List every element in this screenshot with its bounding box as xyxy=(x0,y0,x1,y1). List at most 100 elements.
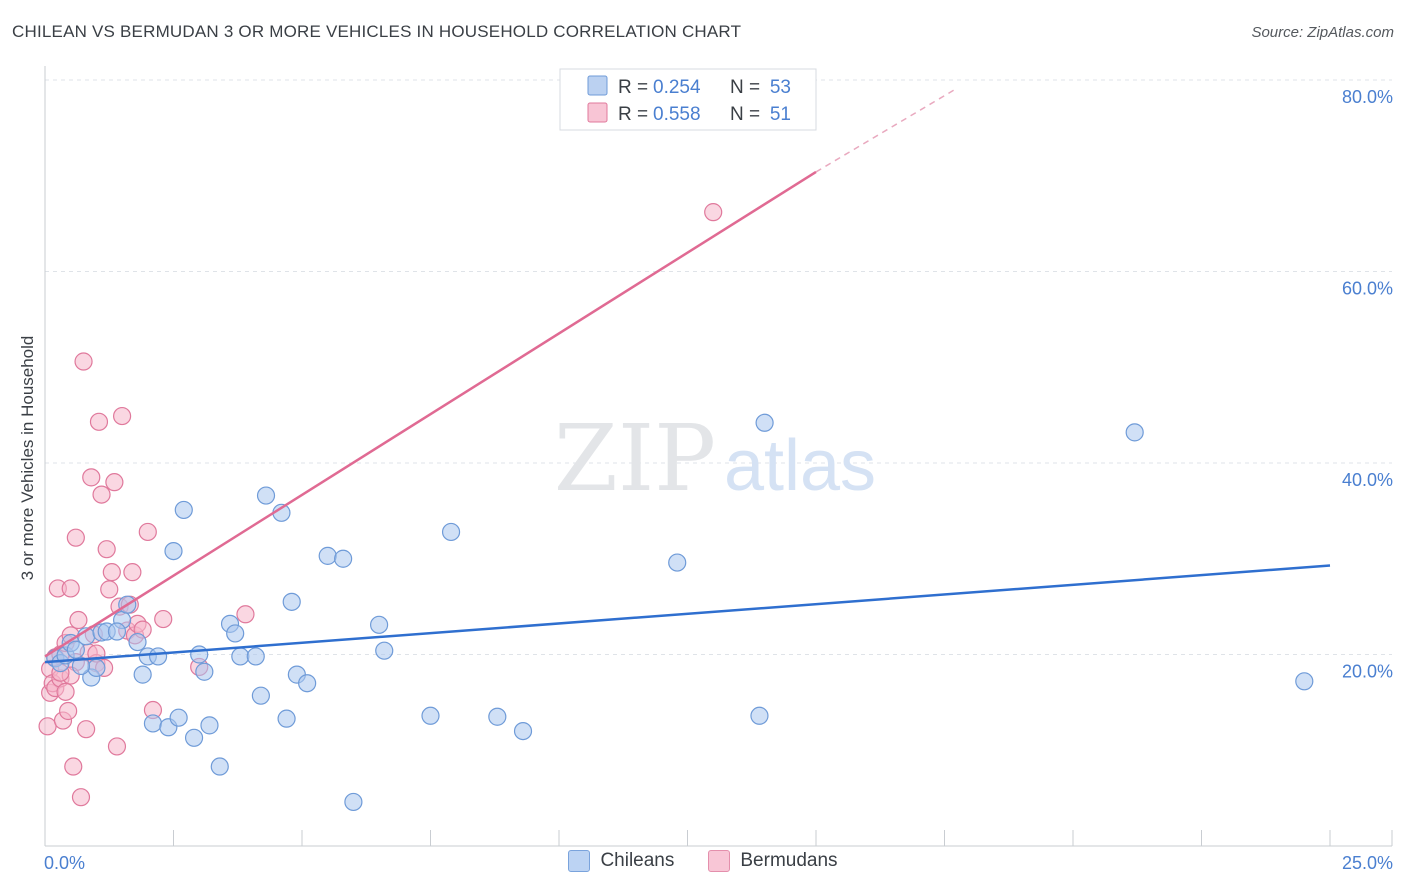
chileans-point-19 xyxy=(169,708,188,727)
chileans-points xyxy=(46,413,1314,812)
legend-item-bermudans: Bermudans xyxy=(708,850,838,872)
trend-lines xyxy=(44,88,1331,664)
chileans-point-38 xyxy=(334,549,353,568)
watermark-atlas: atlas xyxy=(724,426,876,506)
chileans-point-31 xyxy=(256,486,276,505)
bermudans-point-18 xyxy=(69,610,88,630)
chileans-point-34 xyxy=(282,592,301,611)
grid-lines xyxy=(45,79,1392,655)
y-tick-label-0: 20.0% xyxy=(1342,662,1393,682)
y-tick-label-1: 40.0% xyxy=(1342,470,1393,490)
bermudans-trend-extension xyxy=(815,88,956,173)
chileans-point-4 xyxy=(66,640,85,659)
bermudans-point-19 xyxy=(71,788,91,807)
bermudans-point-20 xyxy=(74,352,93,371)
bermudans-point-10 xyxy=(56,682,75,701)
chileans-point-42 xyxy=(421,706,440,725)
chileans-point-33 xyxy=(277,709,296,728)
chileans-point-27 xyxy=(226,624,245,643)
bermudans-point-44 xyxy=(154,609,173,629)
chileans-r-label: R = xyxy=(618,77,648,98)
x-tick-label-max: 25.0% xyxy=(1342,853,1393,873)
bermudans-n-label: N = xyxy=(730,104,760,125)
bermudans-legend-swatch xyxy=(587,102,608,123)
axes xyxy=(44,66,1393,847)
chileans-point-40 xyxy=(370,615,389,634)
chart-title: CHILEAN VS BERMUDAN 3 OR MORE VEHICLES I… xyxy=(12,22,742,41)
chileans-point-29 xyxy=(246,647,265,666)
bermudans-point-30 xyxy=(100,580,119,599)
chileans-trend-line xyxy=(44,564,1331,664)
chileans-point-16 xyxy=(148,647,168,666)
chileans-point-20 xyxy=(174,500,193,520)
chileans-point-50 xyxy=(1295,672,1314,691)
chileans-n-value: 53 xyxy=(770,77,791,98)
bermudans-point-32 xyxy=(105,473,124,492)
chileans-point-52 xyxy=(107,622,127,641)
chileans-point-47 xyxy=(750,706,769,725)
bermudans-point-12 xyxy=(59,701,78,721)
chileans-point-23 xyxy=(195,662,214,681)
bermudans-point-47 xyxy=(704,203,723,222)
stats-legend: R = 0.254 N = 53 R = 0.558 N = 51 xyxy=(559,68,817,131)
chileans-point-30 xyxy=(251,686,270,705)
bermudans-point-15 xyxy=(64,757,83,776)
chileans-point-7 xyxy=(87,658,106,678)
series-legend: Chileans Bermudans xyxy=(0,850,1406,872)
bermudans-r-label: R = xyxy=(618,104,648,125)
bermudans-trend-line xyxy=(44,170,817,658)
chileans-point-44 xyxy=(488,707,507,726)
chileans-point-49 xyxy=(1125,423,1144,442)
chileans-point-24 xyxy=(200,716,219,735)
chileans-point-36 xyxy=(298,674,317,693)
y-tick-label-3: 80.0% xyxy=(1342,87,1393,107)
chileans-point-28 xyxy=(231,647,250,666)
bermudans-point-38 xyxy=(123,563,142,582)
bermudans-point-42 xyxy=(138,522,157,542)
chileans-r-value: 0.254 xyxy=(653,77,701,98)
bermudans-r-value: 0.558 xyxy=(653,104,701,125)
bermudans-point-26 xyxy=(89,412,109,431)
bermudans-point-33 xyxy=(107,737,127,756)
chileans-point-21 xyxy=(184,728,204,747)
bermudans-point-0 xyxy=(38,717,57,736)
bermudans-point-21 xyxy=(77,720,96,739)
chileans-legend-swatch xyxy=(587,75,608,96)
source-label: Source: ZipAtlas.com xyxy=(1251,24,1394,41)
chileans-point-45 xyxy=(513,721,533,741)
chileans-point-48 xyxy=(755,413,774,432)
bermudans-point-29 xyxy=(97,540,116,559)
watermark: ZIP atlas xyxy=(554,405,876,512)
y-tick-label-2: 60.0% xyxy=(1342,279,1393,299)
bermudans-point-17 xyxy=(66,528,85,547)
chileans-point-41 xyxy=(375,641,394,660)
x-tick-label-min: 0.0% xyxy=(44,853,85,873)
chileans-point-46 xyxy=(668,553,687,572)
legend-item-chileans: Chileans xyxy=(568,850,674,872)
bermudans-point-35 xyxy=(112,406,132,426)
tick-labels: 20.0% 40.0% 60.0% 80.0% 0.0% 25.0% xyxy=(44,87,1393,873)
chileans-point-15 xyxy=(143,714,163,733)
bermudans-point-23 xyxy=(82,468,101,487)
bermudans-swatch xyxy=(708,850,731,872)
legend-label-chileans: Chileans xyxy=(600,850,675,871)
chileans-n-label: N = xyxy=(730,77,760,98)
chileans-point-18 xyxy=(164,541,183,561)
chileans-swatch xyxy=(568,850,591,872)
bermudans-point-31 xyxy=(102,563,121,582)
chileans-point-13 xyxy=(133,665,152,684)
legend-label-bermudans: Bermudans xyxy=(740,850,838,871)
watermark-zip: ZIP xyxy=(554,405,716,512)
chileans-point-43 xyxy=(441,522,461,542)
bermudans-point-14 xyxy=(61,579,80,598)
bermudans-point-46 xyxy=(236,605,255,624)
chileans-point-22 xyxy=(190,645,209,664)
bermudans-n-value: 51 xyxy=(770,104,791,125)
chileans-point-51 xyxy=(71,656,91,676)
chileans-point-12 xyxy=(128,632,147,652)
chileans-point-37 xyxy=(318,546,337,565)
chileans-point-25 xyxy=(210,757,229,776)
bermudans-point-27 xyxy=(92,485,111,504)
chileans-point-39 xyxy=(344,792,363,812)
